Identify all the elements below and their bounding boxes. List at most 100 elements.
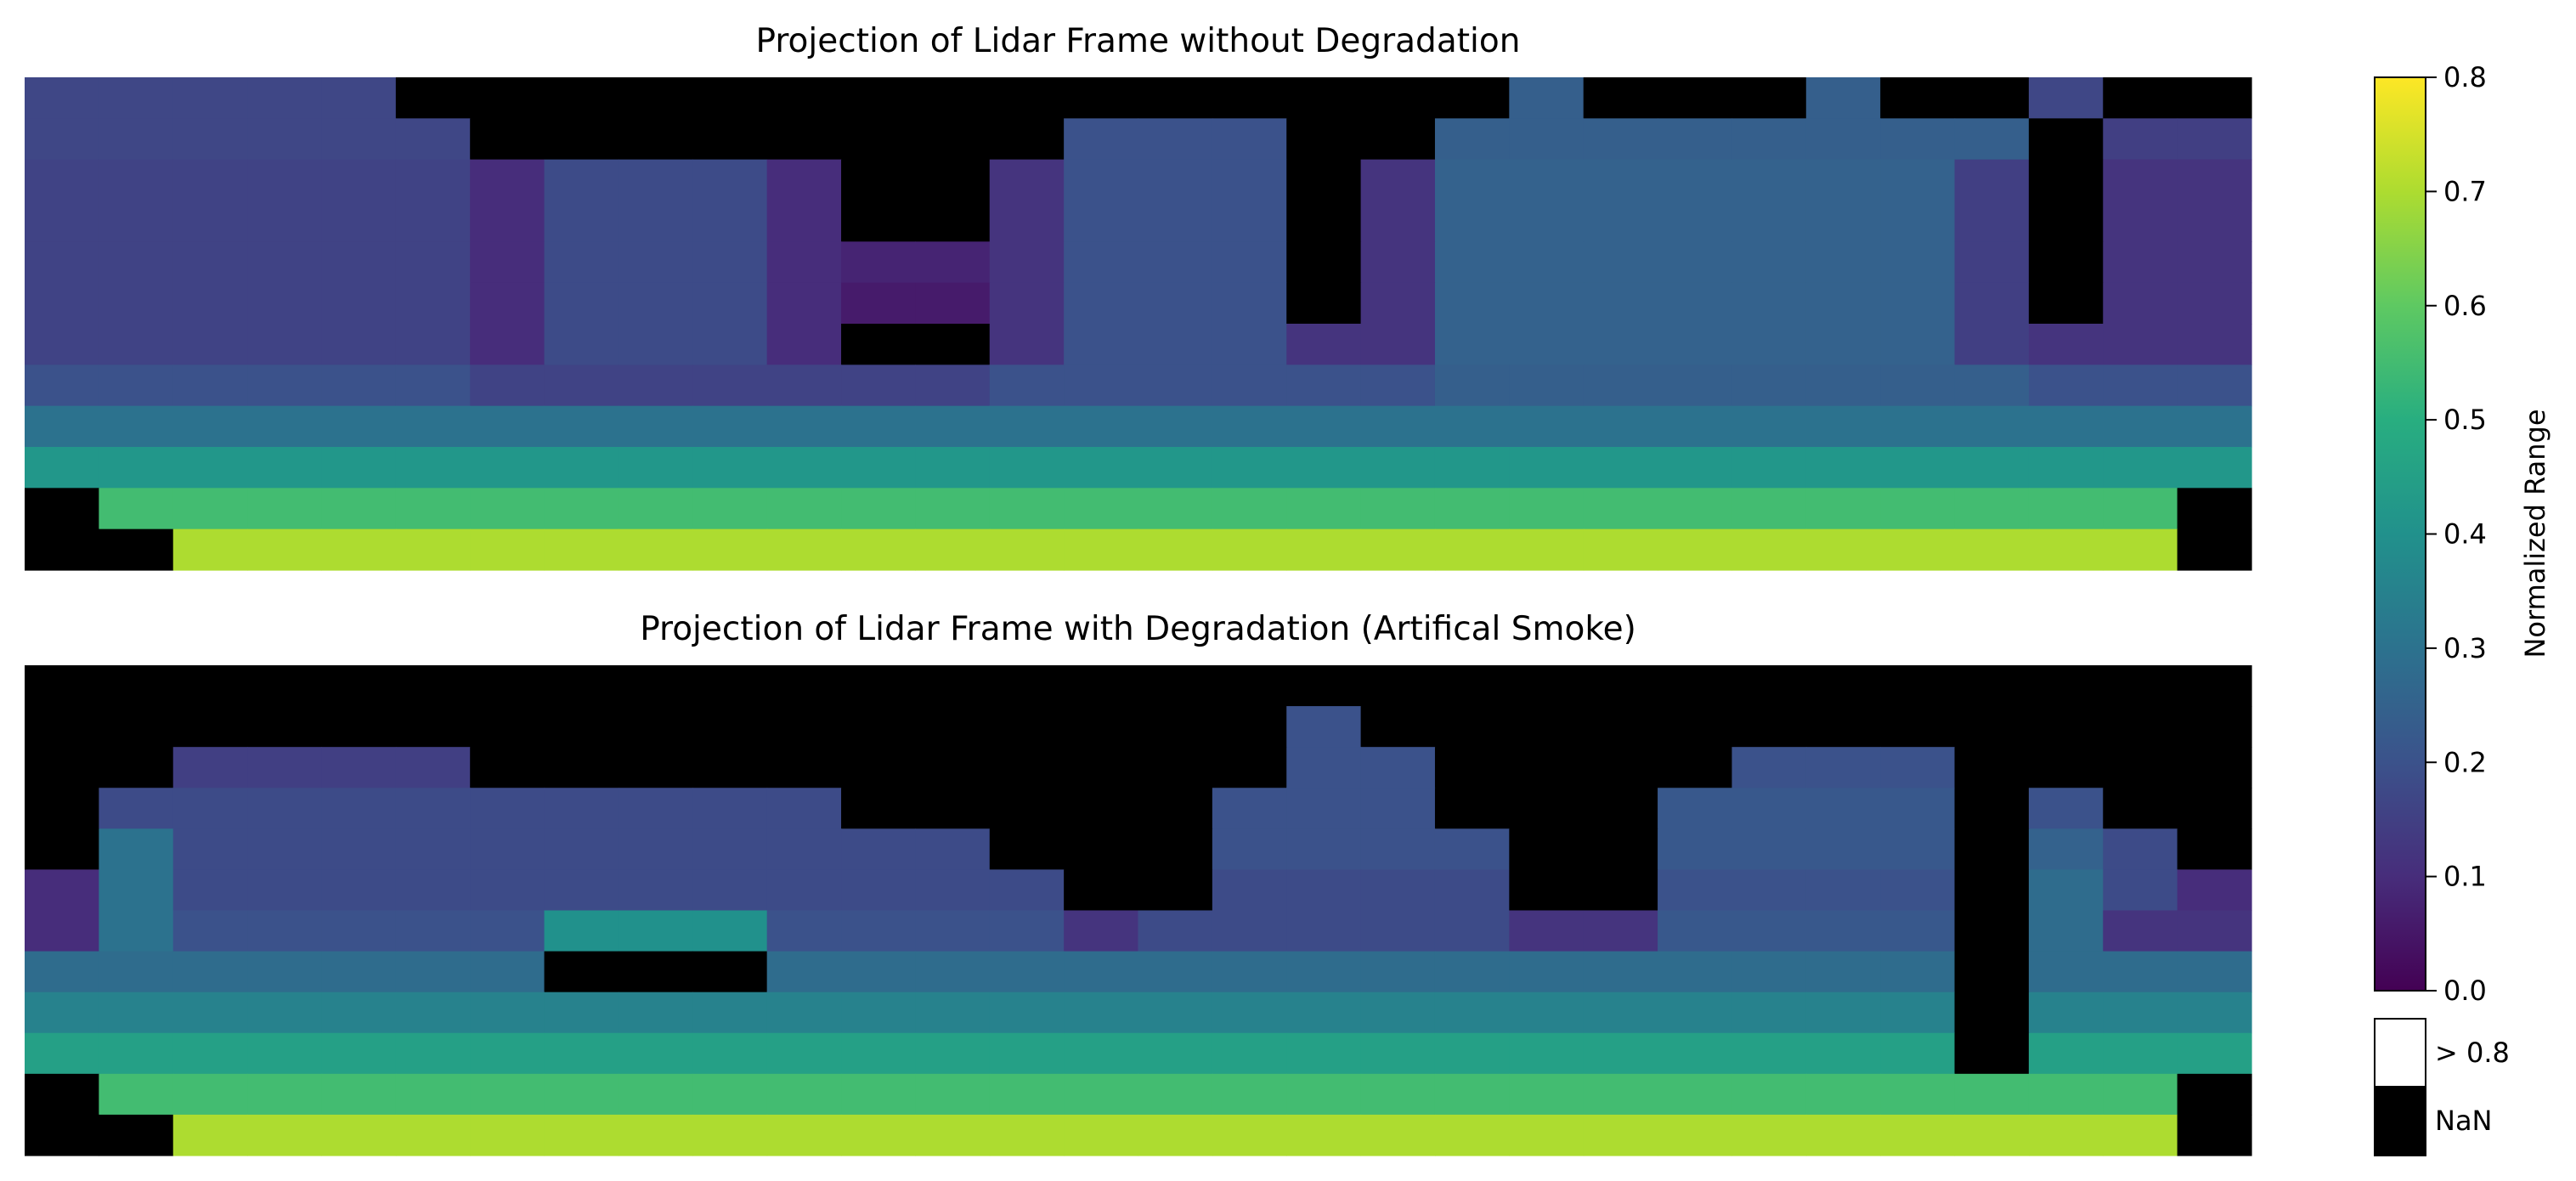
heatmap-cell-nan (989, 665, 1065, 707)
heatmap-cell (1212, 869, 1287, 912)
heatmap-cell-nan (2177, 1114, 2252, 1156)
heatmap-cell (2028, 488, 2104, 530)
heatmap-cell (766, 447, 842, 489)
heatmap-cell (247, 910, 323, 952)
heatmap-cell (1658, 159, 1733, 201)
heatmap-cell-nan (841, 747, 916, 788)
heatmap-cell-nan (1583, 828, 1658, 871)
heatmap-cell-nan (1954, 1032, 2030, 1075)
heatmap-cell (321, 201, 397, 242)
heatmap-cell (1138, 528, 1213, 571)
heatmap-cell (1064, 1032, 1139, 1075)
heatmap-cell-nan (1658, 747, 1733, 788)
heatmap-cell-nan (247, 665, 323, 707)
top-panel-title: Projection of Lidar Frame without Degrad… (755, 22, 1521, 60)
heatmap-cell (25, 992, 99, 1034)
heatmap-cell-nan (1509, 788, 1585, 829)
heatmap-cell (989, 1114, 1065, 1156)
heatmap-cell (1583, 118, 1658, 161)
heatmap-cell (1954, 1114, 2030, 1156)
heatmap-cell (841, 241, 916, 284)
heatmap-cell (692, 488, 768, 530)
heatmap-cell (692, 1073, 768, 1116)
heatmap-cell (99, 405, 174, 448)
heatmap-cell-nan (915, 788, 991, 829)
heatmap-cell-nan (2177, 1073, 2252, 1116)
heatmap-cell (1434, 241, 1510, 284)
heatmap-cell (25, 364, 99, 407)
heatmap-cell (25, 77, 99, 119)
heatmap-cell (1880, 910, 1956, 952)
heatmap-cell (1064, 201, 1139, 242)
colorbar-tick-label: 0.1 (2443, 861, 2487, 893)
heatmap-cell (1658, 282, 1733, 325)
heatmap-cell-nan (2103, 665, 2178, 707)
heatmap-cell-nan (2177, 788, 2252, 829)
heatmap-cell (989, 159, 1065, 201)
heatmap-cell-nan (1434, 77, 1510, 119)
heatmap-cell (1064, 528, 1139, 571)
heatmap-cell (1064, 1114, 1139, 1156)
heatmap-cell-nan (25, 488, 99, 530)
heatmap-cell (1138, 282, 1213, 325)
heatmap-cell (99, 118, 174, 161)
heatmap-cell (618, 910, 693, 952)
legend-label-nan: NaN (2435, 1105, 2492, 1137)
heatmap-cell-nan (1286, 282, 1362, 325)
heatmap-cell-nan (1509, 706, 1585, 748)
heatmap-cell (1360, 159, 1436, 201)
heatmap-cell (1880, 201, 1956, 242)
heatmap-cell (1212, 159, 1287, 201)
heatmap-cell-nan (618, 951, 693, 993)
heatmap-cell (1805, 241, 1881, 284)
heatmap-cell (1880, 324, 1956, 365)
heatmap-cell-nan (841, 159, 916, 201)
heatmap-cell-nan (1434, 665, 1510, 707)
heatmap-cell (2103, 951, 2178, 993)
heatmap-cell (618, 788, 693, 829)
heatmap-cell (1064, 324, 1139, 365)
heatmap-cell (1434, 201, 1510, 242)
heatmap-cell-nan (692, 951, 768, 993)
heatmap-cell (1360, 364, 1436, 407)
heatmap-cell (915, 405, 991, 448)
heatmap-cell (1805, 869, 1881, 912)
heatmap-cell (1805, 324, 1881, 365)
heatmap-cell (692, 788, 768, 829)
heatmap-cell (2103, 364, 2178, 407)
heatmap-cell (1880, 1114, 1956, 1156)
heatmap-cell (1434, 324, 1510, 365)
heatmap-cell-nan (172, 706, 248, 748)
heatmap-cell (2028, 447, 2104, 489)
heatmap-cell (247, 364, 323, 407)
heatmap-cell (172, 1073, 248, 1116)
heatmap-cell (2103, 241, 2178, 284)
heatmap-cell (1731, 788, 1807, 829)
heatmap-cell (1360, 1114, 1436, 1156)
heatmap-cell-nan (1658, 77, 1733, 119)
heatmap-cell (1954, 241, 2030, 284)
heatmap-cell-nan (1583, 706, 1658, 748)
heatmap-cell (1583, 324, 1658, 365)
heatmap-cell (470, 528, 545, 571)
heatmap-cell (395, 1032, 471, 1075)
heatmap-cell (1731, 282, 1807, 325)
heatmap-cell (1212, 447, 1287, 489)
heatmap-cell (1360, 869, 1436, 912)
heatmap-cell (2103, 405, 2178, 448)
heatmap-cell-nan (470, 77, 545, 119)
heatmap-cell (841, 869, 916, 912)
heatmap-cell (544, 201, 619, 242)
heatmap-cell-nan (99, 665, 174, 707)
heatmap-cell (25, 241, 99, 284)
heatmap-cell-nan (25, 828, 99, 871)
heatmap-cell (172, 1114, 248, 1156)
heatmap-cell (915, 951, 991, 993)
heatmap-cell-nan (25, 1114, 99, 1156)
heatmap-cell (989, 910, 1065, 952)
heatmap-cell-nan (544, 706, 619, 748)
heatmap-cell (766, 282, 842, 325)
heatmap-cell (99, 1032, 174, 1075)
heatmap-cell-nan (321, 665, 397, 707)
heatmap-cell (395, 992, 471, 1034)
